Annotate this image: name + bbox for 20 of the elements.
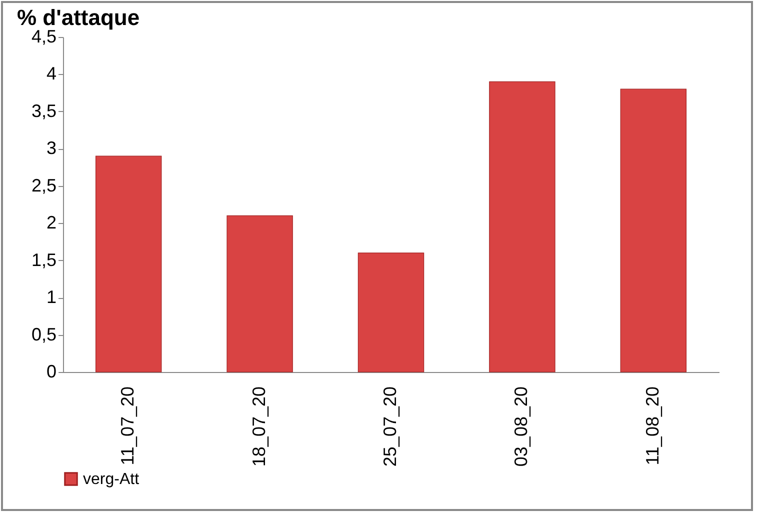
y-tick-label: 2 (46, 212, 56, 233)
y-tick-label: 1 (46, 287, 56, 308)
y-tick-label: 1,5 (31, 250, 56, 270)
y-tick-label: 0 (46, 362, 56, 382)
y-tick-label: 4 (46, 64, 56, 84)
y-tick-label: 0,5 (31, 324, 56, 344)
bar (96, 156, 162, 372)
y-tick-label: 2,5 (31, 175, 56, 196)
bar (620, 88, 686, 372)
y-tick-label: 3,5 (31, 100, 56, 121)
x-tick-label: 18_07_20 (248, 386, 269, 467)
x-tick-label: 03_08_20 (511, 386, 532, 467)
x-tick-label: 11_07_20 (118, 386, 138, 466)
bar (489, 81, 556, 372)
x-tick-label: 11_08_20 (642, 386, 662, 466)
legend-label: verg-Att (83, 471, 140, 488)
y-tick-label: 3 (46, 138, 56, 158)
x-tick-label: 25_07_20 (380, 386, 400, 467)
bar (358, 252, 424, 372)
bar (226, 215, 293, 372)
